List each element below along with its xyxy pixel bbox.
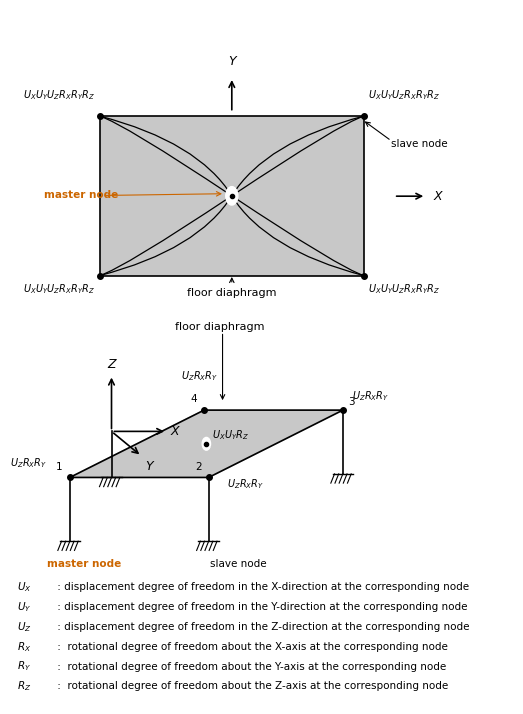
Text: slave node: slave node bbox=[391, 139, 448, 149]
Text: slave node: slave node bbox=[210, 559, 267, 569]
Text: $U_Z R_X R_Y$: $U_Z R_X R_Y$ bbox=[352, 389, 389, 403]
Text: $U_X U_Y U_Z R_X R_Y R_Z$: $U_X U_Y U_Z R_X R_Y R_Z$ bbox=[368, 283, 441, 296]
Text: : displacement degree of freedom in the X-direction at the corresponding node: : displacement degree of freedom in the … bbox=[54, 582, 469, 592]
Text: $R_Y$: $R_Y$ bbox=[17, 660, 31, 673]
Text: $U_Z R_X R_Y$: $U_Z R_X R_Y$ bbox=[181, 369, 218, 383]
Bar bbox=[100, 116, 363, 276]
Text: $U_X$: $U_X$ bbox=[17, 580, 31, 594]
Text: 3: 3 bbox=[348, 396, 355, 406]
Circle shape bbox=[226, 186, 238, 205]
Text: floor diaphragm: floor diaphragm bbox=[187, 288, 277, 298]
Text: X: X bbox=[170, 425, 179, 438]
Text: $U_Z$: $U_Z$ bbox=[17, 620, 31, 634]
Text: $U_Z R_X R_Y$: $U_Z R_X R_Y$ bbox=[227, 478, 265, 491]
Text: :  rotational degree of freedom about the X-axis at the corresponding node: : rotational degree of freedom about the… bbox=[54, 642, 448, 652]
Text: $U_Z R_X R_Y$: $U_Z R_X R_Y$ bbox=[9, 456, 47, 470]
Text: Y: Y bbox=[145, 460, 152, 473]
Text: master node: master node bbox=[44, 191, 119, 201]
Text: Y: Y bbox=[228, 55, 236, 68]
Text: X: X bbox=[433, 190, 442, 203]
Text: : displacement degree of freedom in the Y-direction at the corresponding node: : displacement degree of freedom in the … bbox=[54, 602, 467, 612]
Text: :  rotational degree of freedom about the Z-axis at the corresponding node: : rotational degree of freedom about the… bbox=[54, 681, 448, 691]
Text: 4: 4 bbox=[190, 394, 197, 404]
Text: 2: 2 bbox=[195, 462, 202, 472]
Text: $U_Y$: $U_Y$ bbox=[17, 600, 31, 614]
Text: :  rotational degree of freedom about the Y-axis at the corresponding node: : rotational degree of freedom about the… bbox=[54, 662, 446, 672]
Text: $R_Z$: $R_Z$ bbox=[17, 680, 31, 693]
Text: 1: 1 bbox=[56, 462, 63, 472]
Text: master node: master node bbox=[47, 559, 121, 569]
Text: Z: Z bbox=[107, 358, 116, 371]
Circle shape bbox=[202, 438, 211, 450]
Text: : displacement degree of freedom in the Z-direction at the corresponding node: : displacement degree of freedom in the … bbox=[54, 622, 469, 632]
Text: floor diaphragm: floor diaphragm bbox=[176, 322, 265, 332]
Text: $U_X U_Y U_Z R_X R_Y R_Z$: $U_X U_Y U_Z R_X R_Y R_Z$ bbox=[23, 88, 95, 102]
Text: $U_X U_Y U_Z R_X R_Y R_Z$: $U_X U_Y U_Z R_X R_Y R_Z$ bbox=[368, 88, 441, 102]
Text: $R_X$: $R_X$ bbox=[17, 640, 31, 653]
Text: $U_X U_Y R_Z$: $U_X U_Y R_Z$ bbox=[212, 428, 249, 442]
Polygon shape bbox=[70, 410, 343, 478]
Text: $U_X U_Y U_Z R_X R_Y R_Z$: $U_X U_Y U_Z R_X R_Y R_Z$ bbox=[23, 283, 95, 296]
